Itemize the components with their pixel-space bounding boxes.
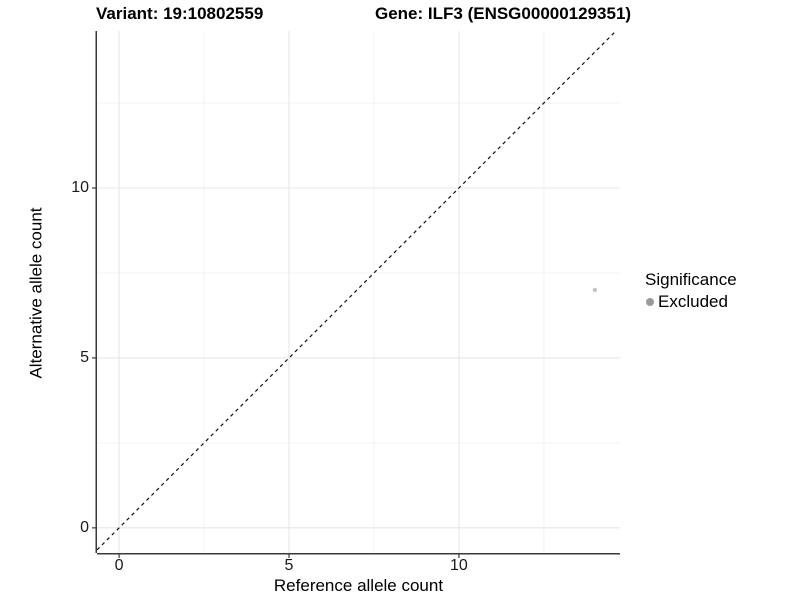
y-tick-label: 0 [80, 518, 89, 536]
y-tick-label: 10 [71, 179, 89, 196]
data-point [592, 287, 598, 293]
gene-title: Gene: ILF3 (ENSG00000129351) [375, 4, 632, 23]
significance-legend: Significance Excluded [645, 270, 737, 312]
plot-panel [92, 31, 620, 558]
legend-title: Significance [645, 270, 737, 289]
y-axis-title: Alternative allele count [26, 207, 46, 379]
x-axis-title: Reference allele count [273, 576, 444, 595]
variant-title: Variant: 19:10802559 [96, 4, 264, 23]
legend-item-label: Excluded [658, 292, 728, 311]
legend-item-excluded: Excluded [645, 292, 737, 312]
excluded-point-icon [646, 298, 654, 306]
x-tick-label: 5 [284, 557, 294, 574]
x-tick-label: 10 [450, 557, 468, 574]
x-tick-label: 0 [114, 557, 124, 574]
y-tick-label: 5 [80, 348, 89, 366]
